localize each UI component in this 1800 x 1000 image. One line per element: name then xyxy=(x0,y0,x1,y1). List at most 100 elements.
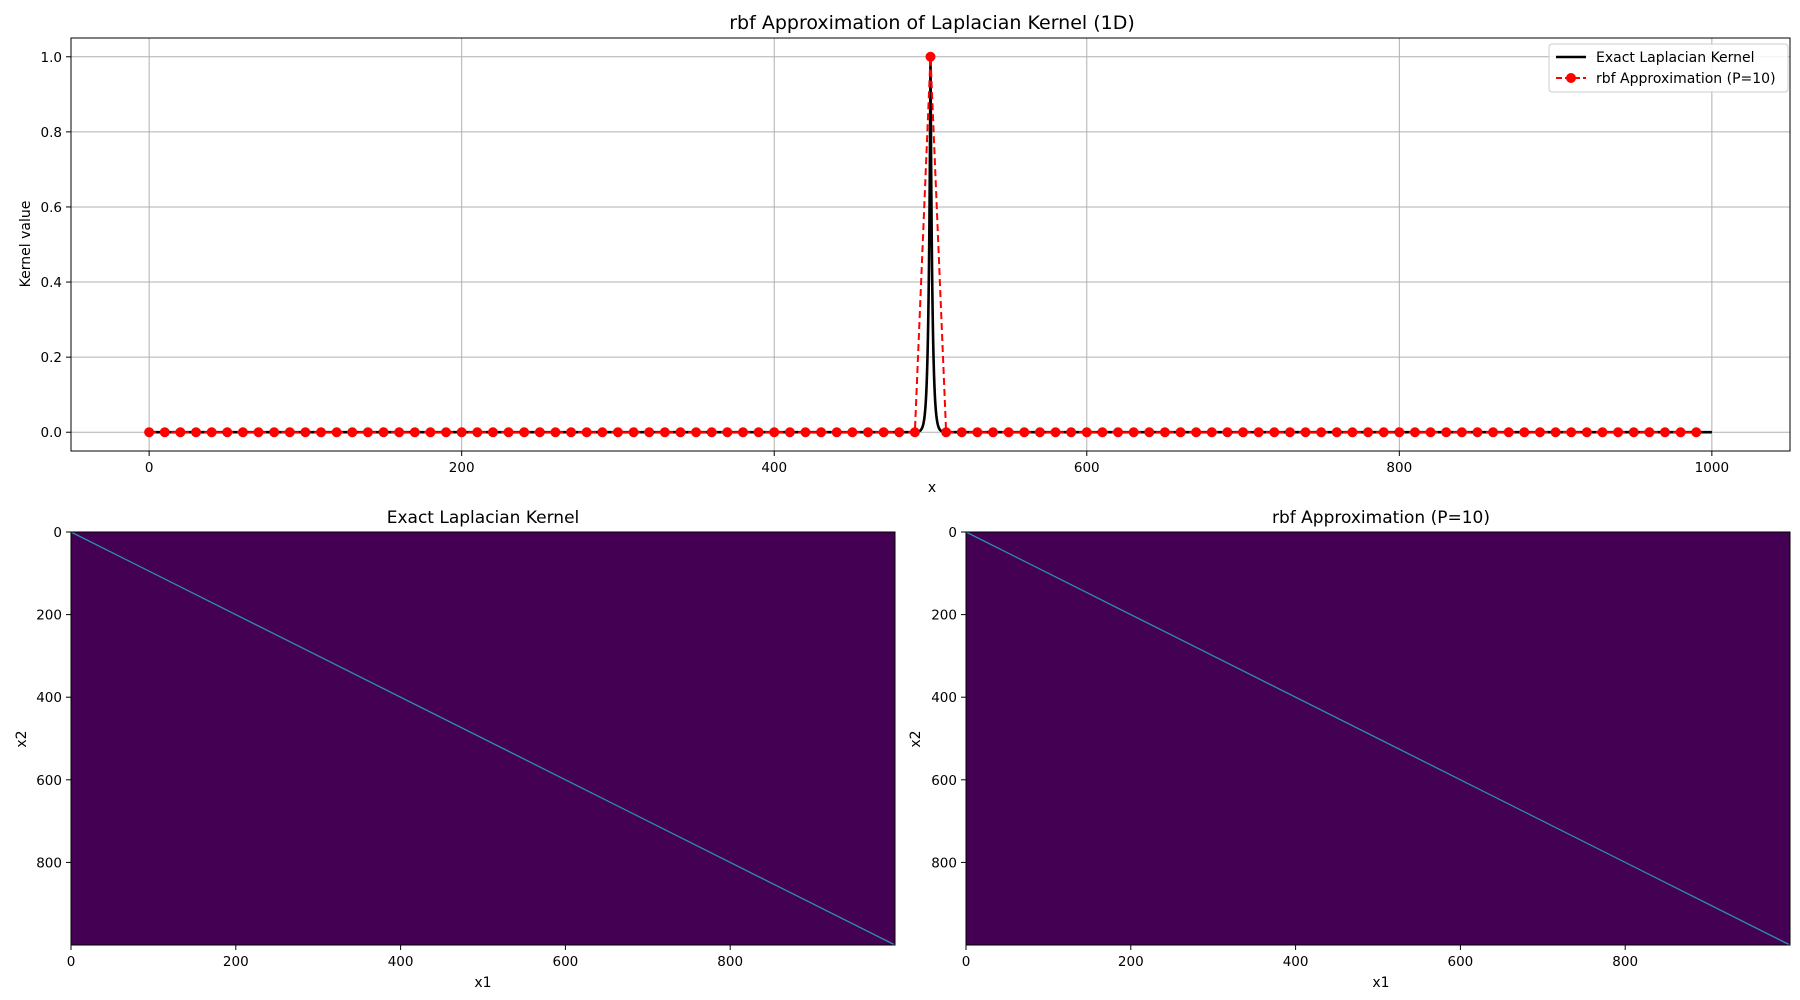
rbf-approximation-heatmap-panel: rbf Approximation (P=10) 0 200 400 600 800 0… xyxy=(908,508,1791,991)
rbf-approximation-point xyxy=(253,427,264,438)
rbf-heatmap-y-ticks: 0 200 400 600 800 xyxy=(931,525,966,871)
rbf-approximation-point xyxy=(394,427,405,438)
rbf-approximation-point xyxy=(1659,427,1670,438)
rbf-approximation-point xyxy=(1081,427,1092,438)
rbf-approximation-point xyxy=(1113,427,1124,438)
rbf-approximation-point xyxy=(441,427,452,438)
rbf-heatmap-diagonal xyxy=(965,531,1791,946)
line-chart-frame xyxy=(70,37,1791,452)
legend-label-rbf: rbf Approximation (P=10) xyxy=(1596,71,1776,87)
rbf-approximation-point xyxy=(1628,427,1639,438)
rbf-approximation-point xyxy=(456,427,467,438)
rbf-approximation-point xyxy=(378,427,389,438)
hm0-y-tick-label: 400 xyxy=(36,690,62,706)
line-chart-y-tick-label: 0.4 xyxy=(41,275,62,291)
rbf-approximation-point xyxy=(862,427,873,438)
rbf-approximation-point xyxy=(1456,427,1467,438)
rbf-approximation-point xyxy=(316,427,327,438)
line-chart-title: rbf Approximation of Laplacian Kernel (1… xyxy=(729,12,1135,34)
hm0-x-tick-label: 0 xyxy=(67,954,76,970)
rbf-approximation-point xyxy=(722,427,733,438)
line-chart-y-label: Kernel value xyxy=(18,201,34,288)
rbf-approximation-point xyxy=(1691,427,1702,438)
rbf-approximation-point xyxy=(331,427,342,438)
rbf-approximation-point xyxy=(769,427,780,438)
line-chart-x-tick-label: 800 xyxy=(1386,460,1412,476)
rbf-heatmap-x-ticks: 0 200 400 600 800 xyxy=(962,945,1638,970)
rbf-approximation-point xyxy=(1253,427,1264,438)
hm1-x-tick-label: 0 xyxy=(962,954,971,970)
rbf-approximation-point xyxy=(347,427,358,438)
line-chart-x-tick-label: 400 xyxy=(761,460,787,476)
hm1-x-tick-label: 400 xyxy=(1283,954,1309,970)
hm1-y-tick-label: 800 xyxy=(931,855,957,871)
rbf-approximation-point xyxy=(222,427,233,438)
exact-heatmap-y-ticks: 0 200 400 600 800 xyxy=(36,525,71,871)
rbf-approximation-point xyxy=(1066,427,1077,438)
rbf-approximation-point xyxy=(487,427,498,438)
rbf-approximation-point xyxy=(956,427,967,438)
rbf-approximation-point xyxy=(1034,427,1045,438)
line-chart-y-tick-label: 0.8 xyxy=(41,125,62,141)
rbf-approximation-point xyxy=(425,427,436,438)
line-chart-x-ticks: 0 200 400 600 800 1000 xyxy=(145,451,1729,476)
rbf-approximation-point xyxy=(784,427,795,438)
rbf-approximation-point xyxy=(597,427,608,438)
exact-heatmap-diagonal xyxy=(70,531,896,946)
line-chart-y-tick-label: 1.0 xyxy=(41,50,62,66)
rbf-approximation-line xyxy=(149,56,1697,434)
exact-heatmap-title: Exact Laplacian Kernel xyxy=(387,508,580,528)
rbf-approximation-point xyxy=(894,427,905,438)
hm1-y-tick-label: 0 xyxy=(948,525,957,541)
rbf-approximation-point xyxy=(1644,427,1655,438)
exact-kernel-line xyxy=(149,56,1712,434)
rbf-approximation-point xyxy=(831,427,842,438)
rbf-approximation-point xyxy=(1425,427,1436,438)
rbf-approximation-point xyxy=(706,427,717,438)
line-chart-y-tick-label: 0.0 xyxy=(41,425,62,441)
line-chart-x-tick-label: 200 xyxy=(449,460,475,476)
hm1-x-tick-label: 200 xyxy=(1118,954,1144,970)
hm0-x-tick-label: 400 xyxy=(388,954,414,970)
rbf-approximation-point xyxy=(644,427,655,438)
hm1-y-tick-label: 400 xyxy=(931,690,957,706)
rbf-approximation-point xyxy=(144,427,155,438)
rbf-approximation-point xyxy=(972,427,983,438)
hm1-y-tick-label: 600 xyxy=(931,773,957,789)
line-chart-y-ticks: 0.0 0.2 0.4 0.6 0.8 1.0 xyxy=(41,50,71,441)
rbf-approximation-point xyxy=(1284,427,1295,438)
rbf-approximation-point xyxy=(581,427,592,438)
rbf-approximation-point xyxy=(1222,427,1233,438)
rbf-approximation-point xyxy=(1550,427,1561,438)
legend: Exact Laplacian Kernel rbf Approximation… xyxy=(1548,43,1789,93)
rbf-heatmap-y-label: x2 xyxy=(908,730,924,747)
rbf-approximation-point xyxy=(878,427,889,438)
rbf-heatmap-x-label: x1 xyxy=(1372,975,1389,991)
rbf-approximation-point xyxy=(925,51,936,62)
hm1-y-tick-label: 200 xyxy=(931,608,957,624)
rbf-approximation-point xyxy=(175,427,186,438)
rbf-approximation-point xyxy=(284,427,295,438)
rbf-approximation-point xyxy=(409,427,420,438)
rbf-approximation-point xyxy=(941,427,952,438)
rbf-approximation-point xyxy=(628,427,639,438)
rbf-approximation-point xyxy=(1363,427,1374,438)
rbf-approximation-point xyxy=(519,427,530,438)
rbf-approximation-point xyxy=(737,427,748,438)
rbf-approximation-point xyxy=(1534,427,1545,438)
hm1-x-tick-label: 600 xyxy=(1448,954,1474,970)
rbf-approximation-point xyxy=(691,427,702,438)
rbf-approximation-point xyxy=(1347,427,1358,438)
exact-heatmap-frame xyxy=(70,531,896,946)
line-chart-y-tick-label: 0.2 xyxy=(41,350,62,366)
line-chart-x-tick-label: 1000 xyxy=(1695,460,1729,476)
rbf-approximation-point xyxy=(612,427,623,438)
hm0-x-tick-label: 200 xyxy=(223,954,249,970)
rbf-approximation-point xyxy=(659,427,670,438)
rbf-approximation-point xyxy=(1488,427,1499,438)
hm0-y-tick-label: 800 xyxy=(36,855,62,871)
rbf-approximation-point xyxy=(1191,427,1202,438)
rbf-approximation-point xyxy=(1331,427,1342,438)
rbf-approximation-point xyxy=(1269,427,1280,438)
